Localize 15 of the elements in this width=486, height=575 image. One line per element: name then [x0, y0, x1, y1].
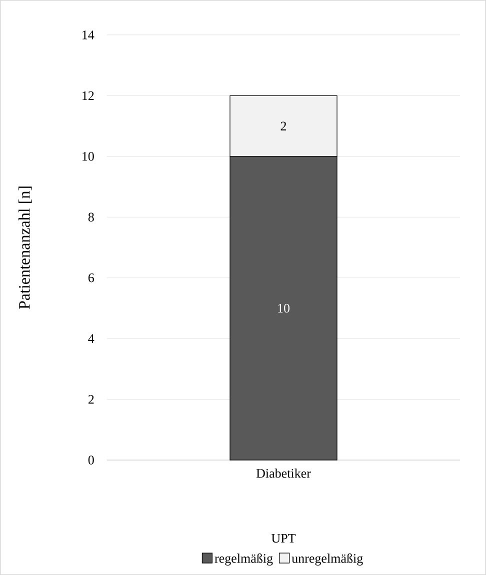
y-tick-label: 10 — [82, 152, 94, 161]
y-tick-label: 14 — [82, 30, 94, 40]
data-label: 10 — [278, 304, 290, 313]
legend-label: unregelmäßig — [292, 554, 363, 566]
y-tick-label: 4 — [88, 334, 94, 343]
data-label: 2 — [280, 122, 286, 130]
legend-label: regelmäßig — [214, 554, 273, 566]
y-tick-label: 12 — [82, 91, 94, 100]
y-tick-label: 0 — [88, 456, 94, 464]
y-tick-label: 8 — [88, 212, 94, 222]
y-tick-label: 6 — [88, 273, 94, 282]
legend-title: UPT — [272, 534, 296, 543]
x-tick-label: Diabetiker — [256, 468, 311, 478]
y-tick-label: 2 — [88, 395, 94, 404]
y-axis-title: Patientenanzahl [n] — [18, 186, 32, 310]
